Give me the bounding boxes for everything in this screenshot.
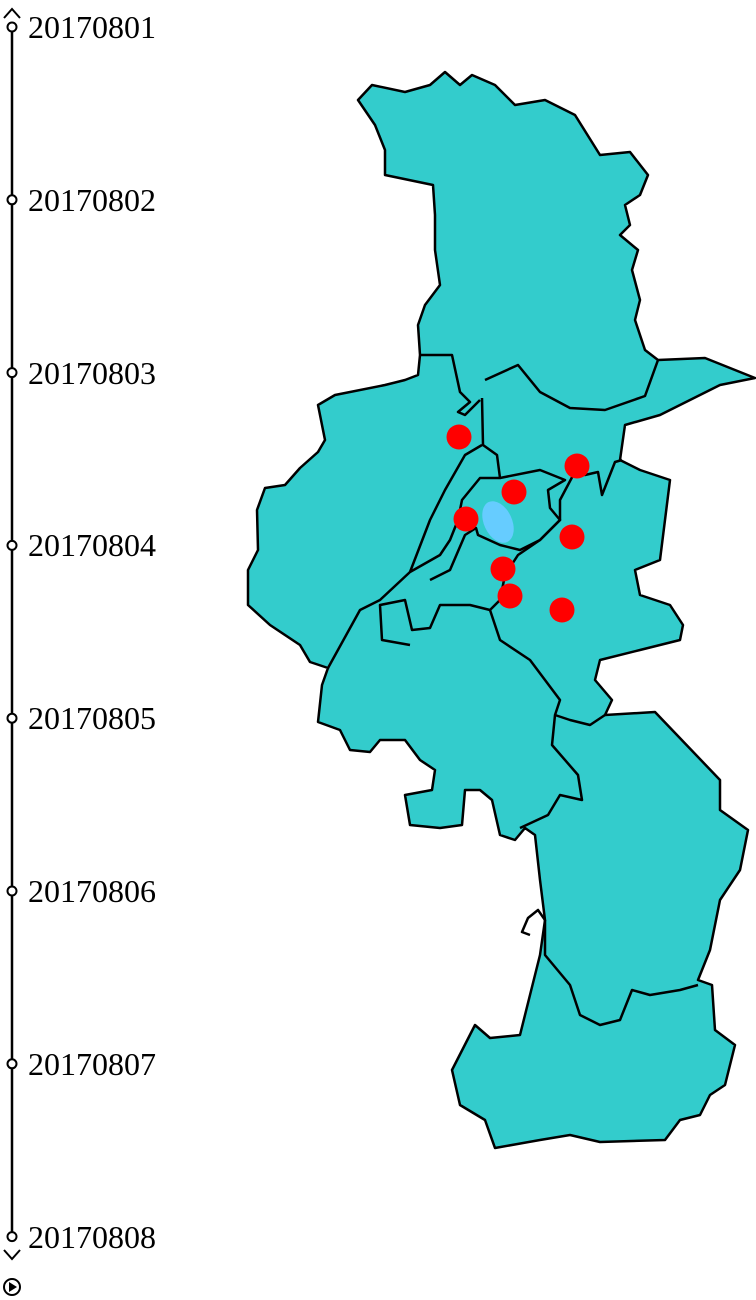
- timeline-label[interactable]: 20170804: [28, 527, 156, 564]
- district-border: [420, 353, 481, 417]
- map-point[interactable]: [501, 479, 527, 505]
- timeline-label[interactable]: 20170803: [28, 354, 156, 391]
- timeline-dot[interactable]: [6, 21, 18, 33]
- timeline-label[interactable]: 20170807: [28, 1045, 156, 1082]
- timeline-dot[interactable]: [6, 1231, 18, 1243]
- region-outline[interactable]: [246, 70, 756, 1150]
- timeline-label[interactable]: 20170802: [28, 181, 156, 218]
- district-border: [520, 908, 547, 937]
- highlight-area[interactable]: [476, 496, 520, 548]
- timeline-label[interactable]: 20170805: [28, 700, 156, 737]
- timeline-dot[interactable]: [6, 1058, 18, 1070]
- district-border: [408, 443, 483, 573]
- district-border: [429, 468, 567, 582]
- timeline-dot[interactable]: [6, 885, 18, 897]
- map-point[interactable]: [549, 597, 575, 623]
- district-border: [543, 920, 699, 1027]
- timeline-label[interactable]: 20170801: [28, 9, 156, 45]
- play-icon[interactable]: [3, 1278, 21, 1296]
- district-border: [488, 609, 584, 830]
- timeline: 20170801 20170802 20170803 20170804 20170805…: [0, 0, 200, 1300]
- timeline-dot[interactable]: [6, 712, 18, 724]
- map-point[interactable]: [446, 424, 472, 450]
- map-point[interactable]: [559, 524, 585, 550]
- map-point[interactable]: [490, 556, 516, 582]
- timeline-dot[interactable]: [6, 194, 18, 206]
- chevron-up-icon[interactable]: [3, 7, 21, 19]
- map-point[interactable]: [453, 506, 479, 532]
- district-border: [484, 359, 660, 412]
- map-point[interactable]: [497, 583, 523, 609]
- map-points: [446, 424, 590, 623]
- map-regions: [246, 70, 756, 1150]
- timeline-dot[interactable]: [6, 539, 18, 551]
- district-border: [378, 465, 580, 647]
- map-point[interactable]: [564, 453, 590, 479]
- timeline-dot[interactable]: [6, 367, 18, 379]
- chevron-down-icon[interactable]: [3, 1249, 21, 1261]
- district-border: [554, 713, 606, 727]
- timeline-label[interactable]: 20170806: [28, 873, 156, 909]
- timeline-label[interactable]: 20170808: [28, 1218, 156, 1255]
